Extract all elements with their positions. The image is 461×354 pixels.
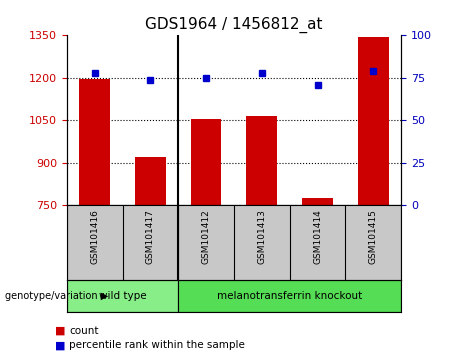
Text: count: count: [69, 326, 99, 336]
Bar: [67, 280, 178, 312]
Title: GDS1964 / 1456812_at: GDS1964 / 1456812_at: [145, 16, 323, 33]
Text: GSM101415: GSM101415: [369, 209, 378, 264]
Text: percentile rank within the sample: percentile rank within the sample: [69, 340, 245, 350]
Text: melanotransferrin knockout: melanotransferrin knockout: [217, 291, 362, 301]
Bar: [247, 116, 277, 205]
Bar: [302, 198, 333, 205]
Text: GSM101413: GSM101413: [257, 209, 266, 264]
Bar: [178, 280, 401, 312]
Bar: [79, 79, 110, 205]
Text: wild type: wild type: [99, 291, 146, 301]
Text: GSM101416: GSM101416: [90, 209, 99, 264]
Text: ■: ■: [55, 340, 66, 350]
Bar: [191, 119, 221, 205]
Text: GSM101414: GSM101414: [313, 209, 322, 264]
Text: GSM101417: GSM101417: [146, 209, 155, 264]
Text: GSM101412: GSM101412: [201, 209, 211, 264]
Text: genotype/variation ▶: genotype/variation ▶: [5, 291, 108, 301]
Text: ■: ■: [55, 326, 66, 336]
Bar: [135, 157, 165, 205]
Bar: [358, 37, 389, 205]
